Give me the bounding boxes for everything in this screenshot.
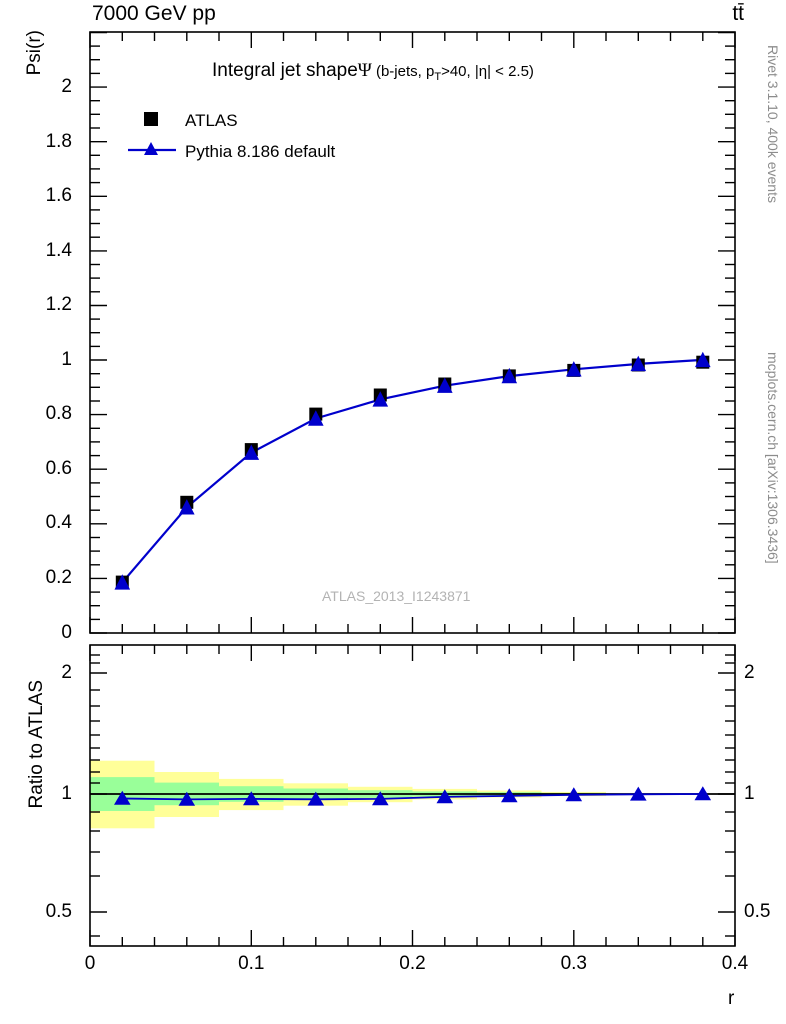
header-process-label: tt̄	[732, 2, 744, 25]
main-ytick-0.2: 0.2	[45, 567, 72, 588]
main-ytick-1: 1	[61, 349, 72, 370]
plot-title-main: Integral jet shape	[212, 60, 358, 81]
plot-title: Integral jet shapeΨ (b-jets, pT>40, |η| …	[212, 60, 534, 83]
main-panel-frame	[89, 31, 736, 634]
xtick-0.4: 0.4	[721, 953, 749, 974]
mc-ratio-curve	[122, 793, 703, 801]
main-ytick-1.4: 1.4	[45, 240, 72, 261]
mc-curve-main	[121, 358, 703, 584]
xtick-0.1: 0.1	[238, 953, 265, 974]
ratio-ytick-1-left: 1	[61, 783, 72, 804]
plot-title-psi-symbol: Ψ	[357, 60, 372, 81]
xtick-0.2: 0.2	[399, 953, 426, 974]
main-ytick-2: 2	[61, 76, 72, 97]
main-y-ticks	[90, 31, 735, 634]
legend-marker-atlas	[144, 112, 158, 126]
ratio-ytick-0.5-right: 0.5	[744, 901, 771, 922]
main-ytick-0.8: 0.8	[45, 403, 72, 424]
main-x-ticks	[89, 32, 736, 633]
mc-points-main	[114, 351, 711, 590]
main-ytick-0.6: 0.6	[45, 458, 72, 479]
side-label-rivet: Rivet 3.1.10, 400k events	[765, 45, 781, 203]
mc-points-ratio	[114, 786, 712, 806]
x-axis-label: r	[728, 988, 735, 1009]
plot-title-suffix-b: >40, |η| < 2.5)	[441, 63, 534, 80]
ratio-ytick-2-right: 2	[744, 662, 755, 683]
ratio-x-ticks	[89, 645, 736, 946]
header-beam-label: 7000 GeV pp	[92, 2, 216, 25]
atlas-points-main	[115, 355, 710, 589]
plot-title-suffix-a: (b-jets, p	[371, 63, 435, 80]
ratio-ytick-2-left: 2	[61, 662, 72, 683]
legend-label-atlas: ATLAS	[185, 111, 238, 130]
plot-title-pt-subscript: T	[434, 71, 442, 84]
ratio-ytick-0.5-left: 0.5	[45, 901, 72, 922]
legend-marker-pythia	[128, 142, 176, 155]
main-ytick-1.8: 1.8	[45, 131, 72, 152]
xtick-0: 0	[84, 953, 96, 974]
main-ytick-1.2: 1.2	[45, 294, 72, 315]
ratio-ytick-1-right: 1	[744, 783, 755, 804]
side-label-mcplots: mcplots.cern.ch [arXiv:1306.3436]	[765, 352, 781, 564]
main-ytick-1.6: 1.6	[45, 185, 72, 206]
main-ytick-0.4: 0.4	[45, 512, 72, 533]
main-ytick-0: 0	[61, 622, 72, 643]
analysis-watermark: ATLAS_2013_I1243871	[322, 588, 471, 604]
legend-label-pythia: Pythia 8.186 default	[185, 142, 336, 161]
xtick-0.3: 0.3	[560, 953, 588, 974]
ratio-y-ticks	[90, 654, 735, 937]
